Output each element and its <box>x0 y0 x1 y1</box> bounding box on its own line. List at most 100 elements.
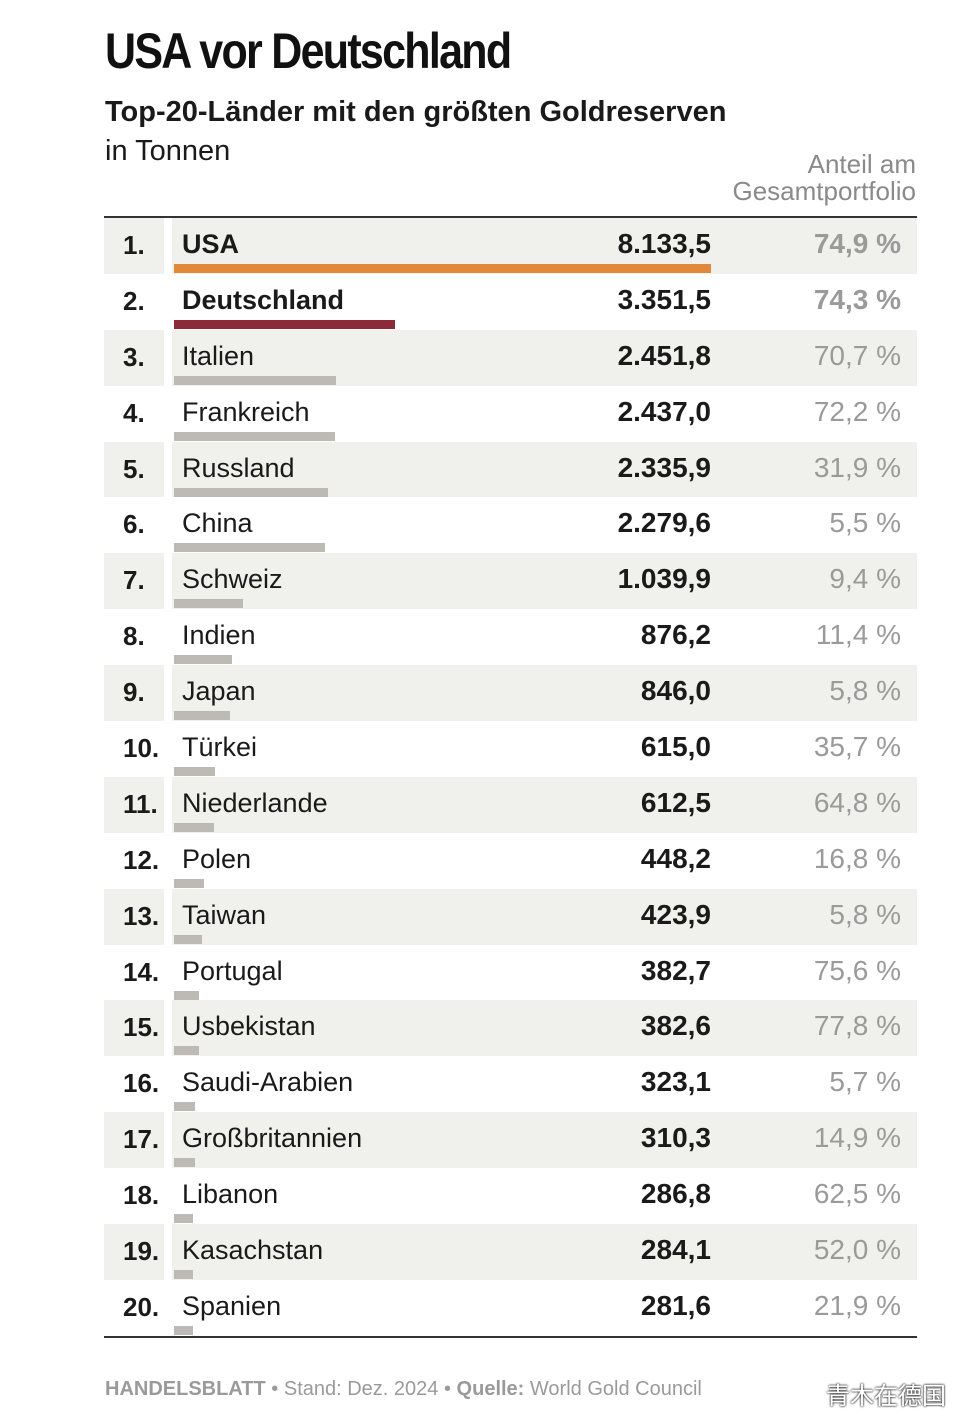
value-bar <box>174 934 202 944</box>
share-label: 21,9 % <box>813 1289 901 1321</box>
rank-cell: 3. <box>104 329 164 386</box>
table-row: 3. Italien 2.451,8 70,7 % <box>104 329 917 386</box>
rank-cell: 5. <box>104 441 164 498</box>
rank-cell: 2. <box>104 274 164 330</box>
unit-label: in Tonnen <box>105 135 231 167</box>
rank-label: 17. <box>123 1124 160 1155</box>
value-label: 281,6 <box>640 1289 711 1321</box>
country-label: China <box>182 508 253 539</box>
gold-reserves-table: 1. USA 8.133,5 74,9 % 2. Deutschland 3.351,5 74… <box>104 216 917 1338</box>
footer-separator: • <box>265 1378 284 1400</box>
value-bar <box>174 655 232 665</box>
rank-cell: 16. <box>104 1056 164 1112</box>
country-label: Deutschland <box>182 284 345 315</box>
rank-cell: 18. <box>104 1168 164 1224</box>
row-main-cell: Kasachstan 284,1 52,0 % <box>172 1224 917 1280</box>
table-row: 8. Indien 876,2 11,4 % <box>104 609 917 665</box>
row-main-cell: Taiwan 423,9 5,8 % <box>172 888 917 945</box>
table-row: 19. Kasachstan 284,1 52,0 % <box>104 1224 917 1280</box>
row-main-cell: Japan 846,0 5,8 % <box>172 665 917 722</box>
publisher: HANDELSBLATT <box>105 1378 266 1400</box>
share-label: 74,3 % <box>813 283 901 315</box>
rank-cell: 20. <box>104 1280 164 1336</box>
table-row: 6. China 2.279,6 5,5 % <box>104 497 917 553</box>
row-main-cell: Großbritannien 310,3 14,9 % <box>172 1112 917 1169</box>
rank-label: 14. <box>123 956 160 987</box>
share-label: 5,8 % <box>829 898 901 930</box>
share-label: 35,7 % <box>813 731 901 763</box>
source-label: Quelle: <box>456 1378 525 1400</box>
country-label: Schweiz <box>182 564 283 595</box>
table-row: 10. Türkei 615,0 35,7 % <box>104 721 917 777</box>
country-label: Italien <box>182 340 255 371</box>
row-main-cell: Saudi-Arabien 323,1 5,7 % <box>172 1056 917 1112</box>
value-bar <box>174 1270 193 1280</box>
country-label: Indien <box>182 620 256 651</box>
share-label: 77,8 % <box>813 1010 901 1042</box>
rank-label: 20. <box>123 1291 160 1322</box>
value-bar <box>174 1325 193 1335</box>
share-label: 5,5 % <box>829 507 901 539</box>
country-label: Spanien <box>182 1290 282 1321</box>
country-label: USA <box>182 229 240 259</box>
rank-label: 7. <box>123 565 145 596</box>
value-bar <box>174 1158 195 1168</box>
rank-cell: 10. <box>104 721 164 777</box>
row-main-cell: Polen 448,2 16,8 % <box>172 833 917 889</box>
row-main-cell: China 2.279,6 5,5 % <box>172 497 917 553</box>
rank-cell: 15. <box>104 1000 164 1057</box>
share-label: 5,8 % <box>829 675 901 707</box>
table-row: 12. Polen 448,2 16,8 % <box>104 833 917 889</box>
source-name: World Gold Council <box>524 1378 702 1400</box>
country-label: Saudi-Arabien <box>182 1067 354 1098</box>
rank-label: 2. <box>123 285 145 316</box>
value-bar <box>174 264 711 273</box>
rank-label: 16. <box>123 1068 160 1099</box>
value-label: 2.437,0 <box>617 395 711 427</box>
share-label: 11,4 % <box>815 619 901 651</box>
share-label: 64,8 % <box>813 786 901 818</box>
country-label: Frankreich <box>182 396 310 427</box>
value-bar <box>174 1102 196 1112</box>
rank-label: 18. <box>123 1180 160 1211</box>
table-row: 18. Libanon 286,8 62,5 % <box>104 1168 917 1224</box>
rank-cell: 8. <box>104 609 164 665</box>
table-row: 15. Usbekistan 382,6 77,8 % <box>104 1000 917 1057</box>
chart-title: USA vor Deutschland <box>105 23 512 79</box>
stand-date: Stand: Dez. 2024 <box>283 1378 439 1400</box>
country-label: Portugal <box>182 955 283 986</box>
row-main-cell: Libanon 286,8 62,5 % <box>172 1168 917 1224</box>
row-main-cell: Usbekistan 382,6 77,8 % <box>172 1000 917 1057</box>
value-bar <box>174 599 243 609</box>
row-main-cell: Deutschland 3.351,5 74,3 % <box>172 274 917 330</box>
share-label: 14,9 % <box>813 1122 901 1154</box>
value-bar <box>174 1046 200 1056</box>
table-row: 16. Saudi-Arabien 323,1 5,7 % <box>104 1056 917 1112</box>
row-main-cell: Türkei 615,0 35,7 % <box>172 721 917 777</box>
country-label: Niederlande <box>182 787 328 818</box>
value-label: 448,2 <box>640 842 711 874</box>
rank-label: 6. <box>123 509 145 540</box>
value-label: 2.451,8 <box>617 339 711 371</box>
value-bar <box>174 319 396 329</box>
value-bar <box>174 878 204 888</box>
value-label: 284,1 <box>640 1234 711 1266</box>
rank-label: 11. <box>123 788 158 819</box>
rank-label: 3. <box>123 341 145 372</box>
row-main-cell: Frankreich 2.437,0 72,2 % <box>172 386 917 442</box>
value-bar <box>174 767 215 777</box>
table-row: 20. Spanien 281,6 21,9 % <box>104 1280 917 1336</box>
rank-cell: 13. <box>104 888 164 945</box>
rank-cell: 1. <box>104 218 164 274</box>
row-main-cell: Niederlande 612,5 64,8 % <box>172 776 917 833</box>
country-label: Kasachstan <box>182 1235 324 1266</box>
share-label: 5,7 % <box>829 1066 901 1098</box>
rank-label: 15. <box>123 1012 160 1043</box>
share-label: 52,0 % <box>813 1234 901 1266</box>
value-label: 323,1 <box>640 1066 711 1098</box>
country-label: Türkei <box>182 732 258 763</box>
rank-label: 13. <box>123 900 160 931</box>
value-bar <box>174 375 336 385</box>
table-row: 9. Japan 846,0 5,8 % <box>104 665 917 722</box>
country-label: Japan <box>182 676 256 707</box>
